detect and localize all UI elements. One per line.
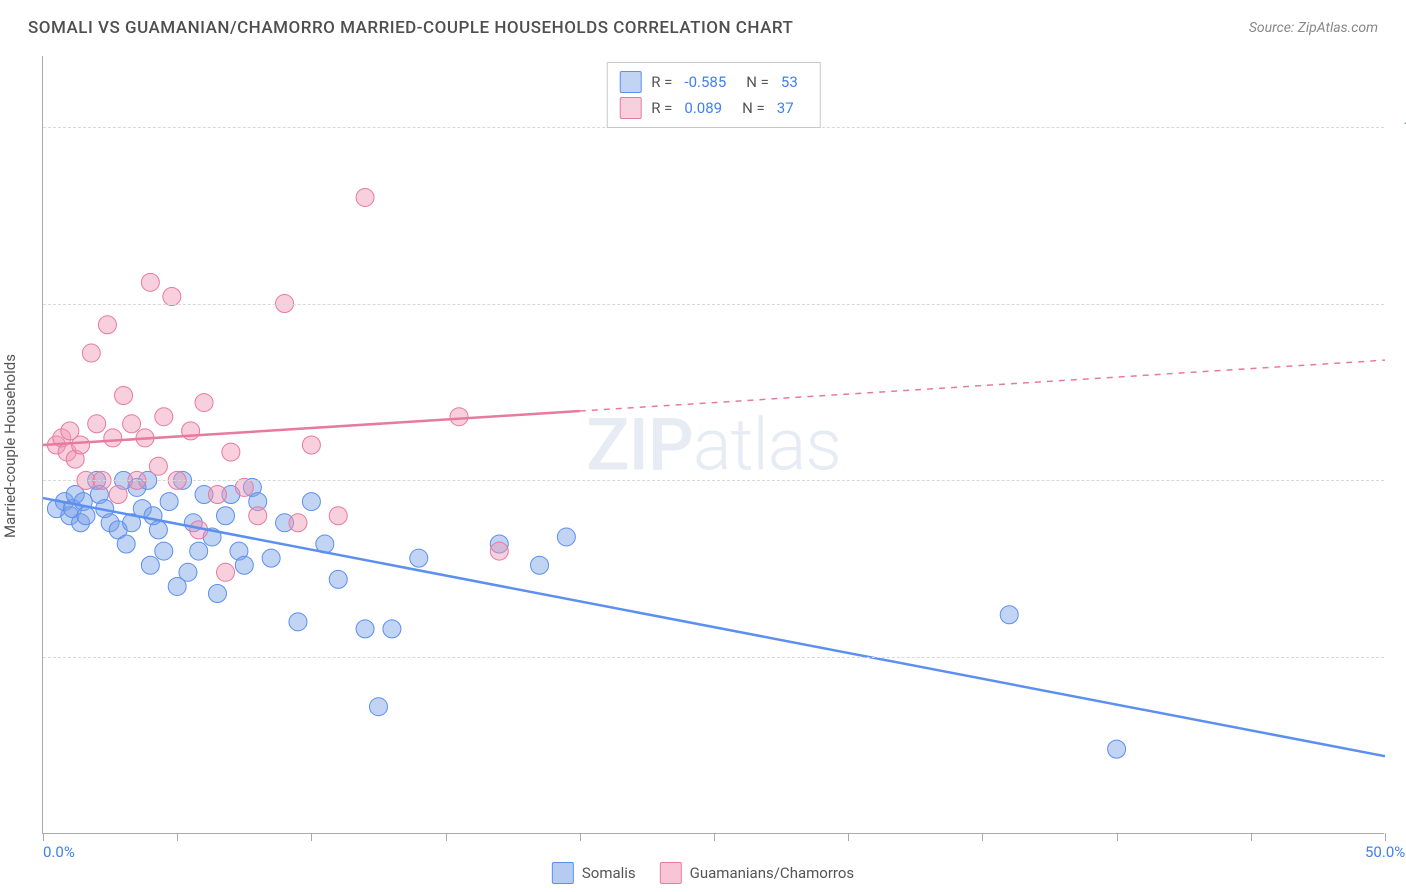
gridline	[43, 304, 1384, 305]
swatch-somali-bottom	[552, 862, 574, 884]
data-point	[149, 457, 167, 475]
legend-label-guam: Guamanians/Chamorros	[690, 864, 854, 882]
chart-header: SOMALI VS GUAMANIAN/CHAMORRO MARRIED-COU…	[0, 0, 1406, 46]
data-point	[450, 408, 468, 426]
gridline	[43, 480, 1384, 481]
data-point	[104, 429, 122, 447]
legend-row-guam: R = 0.089 N = 37	[619, 95, 808, 121]
data-point	[557, 528, 575, 546]
data-point	[289, 613, 307, 631]
data-point	[155, 408, 173, 426]
data-point	[141, 273, 159, 291]
data-point	[1108, 740, 1126, 758]
data-point	[190, 542, 208, 560]
legend-row-somali: R = -0.585 N = 53	[619, 69, 808, 95]
data-point	[329, 507, 347, 525]
chart-plot-area: ZIPatlas R = -0.585 N = 53 R = 0.089 N =…	[42, 56, 1384, 834]
n-value-guam: 37	[777, 99, 794, 117]
y-axis-title: Married-couple Households	[1, 354, 19, 538]
data-point	[329, 570, 347, 588]
n-label: N =	[742, 99, 765, 117]
data-point	[217, 563, 235, 581]
data-point	[117, 535, 135, 553]
data-point	[217, 507, 235, 525]
data-point	[302, 436, 320, 454]
x-tick	[848, 833, 849, 841]
data-point	[141, 556, 159, 574]
data-point	[82, 344, 100, 362]
chart-title: SOMALI VS GUAMANIAN/CHAMORRO MARRIED-COU…	[28, 18, 793, 38]
correlation-legend: R = -0.585 N = 53 R = 0.089 N = 37	[606, 62, 821, 128]
data-point	[262, 549, 280, 567]
data-point	[179, 563, 197, 581]
x-tick	[1117, 833, 1118, 841]
swatch-guam	[619, 97, 641, 119]
x-tick	[580, 833, 581, 841]
n-label: N =	[746, 73, 769, 91]
data-point	[531, 556, 549, 574]
x-tick	[177, 833, 178, 841]
r-label: R =	[651, 73, 672, 91]
r-value-somali: -0.585	[684, 73, 726, 91]
gridline	[43, 657, 1384, 658]
data-point	[222, 443, 240, 461]
data-point	[383, 620, 401, 638]
x-tick	[1385, 833, 1386, 841]
data-point	[123, 415, 141, 433]
series-legend: Somalis Guamanians/Chamorros	[552, 862, 854, 884]
data-point	[72, 436, 90, 454]
x-tick	[982, 833, 983, 841]
x-tick-label: 0.0%	[43, 843, 75, 861]
data-point	[490, 542, 508, 560]
data-point	[289, 514, 307, 532]
data-point	[208, 585, 226, 603]
x-tick	[311, 833, 312, 841]
data-point	[410, 549, 428, 567]
x-tick	[43, 833, 44, 841]
data-point	[149, 521, 167, 539]
legend-item-guam: Guamanians/Chamorros	[660, 862, 854, 884]
scatter-svg	[43, 56, 1384, 833]
x-tick	[446, 833, 447, 841]
data-point	[1000, 606, 1018, 624]
data-point	[249, 507, 267, 525]
r-value-guam: 0.089	[684, 99, 722, 117]
swatch-somali	[619, 71, 641, 93]
data-point	[98, 316, 116, 334]
data-point	[208, 486, 226, 504]
legend-item-somali: Somalis	[552, 862, 636, 884]
data-point	[195, 394, 213, 412]
trend-line	[43, 498, 1385, 756]
source-label: Source: ZipAtlas.com	[1249, 20, 1378, 36]
data-point	[370, 698, 388, 716]
x-tick	[1251, 833, 1252, 841]
x-tick	[714, 833, 715, 841]
swatch-guam-bottom	[660, 862, 682, 884]
data-point	[109, 486, 127, 504]
data-point	[155, 542, 173, 560]
data-point	[160, 493, 178, 511]
data-point	[235, 556, 253, 574]
data-point	[77, 507, 95, 525]
data-point	[88, 415, 106, 433]
r-label: R =	[651, 99, 672, 117]
data-point	[115, 386, 133, 404]
data-point	[356, 188, 374, 206]
data-point	[356, 620, 374, 638]
legend-label-somali: Somalis	[582, 864, 636, 882]
x-tick-label: 50.0%	[1365, 843, 1405, 861]
n-value-somali: 53	[781, 73, 798, 91]
data-point	[302, 493, 320, 511]
trend-line-dashed	[580, 360, 1385, 411]
